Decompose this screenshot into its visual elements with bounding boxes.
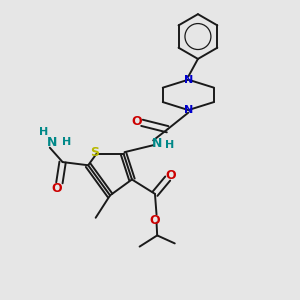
Text: N: N bbox=[47, 136, 58, 149]
Text: O: O bbox=[166, 169, 176, 182]
Text: N: N bbox=[184, 105, 193, 115]
Text: H: H bbox=[39, 127, 48, 137]
Text: O: O bbox=[150, 214, 160, 227]
Text: H: H bbox=[165, 140, 174, 150]
Text: H: H bbox=[62, 137, 71, 147]
Text: O: O bbox=[131, 115, 142, 128]
Text: N: N bbox=[184, 75, 193, 85]
Text: O: O bbox=[51, 182, 62, 195]
Text: N: N bbox=[152, 137, 162, 150]
Text: S: S bbox=[90, 146, 99, 159]
